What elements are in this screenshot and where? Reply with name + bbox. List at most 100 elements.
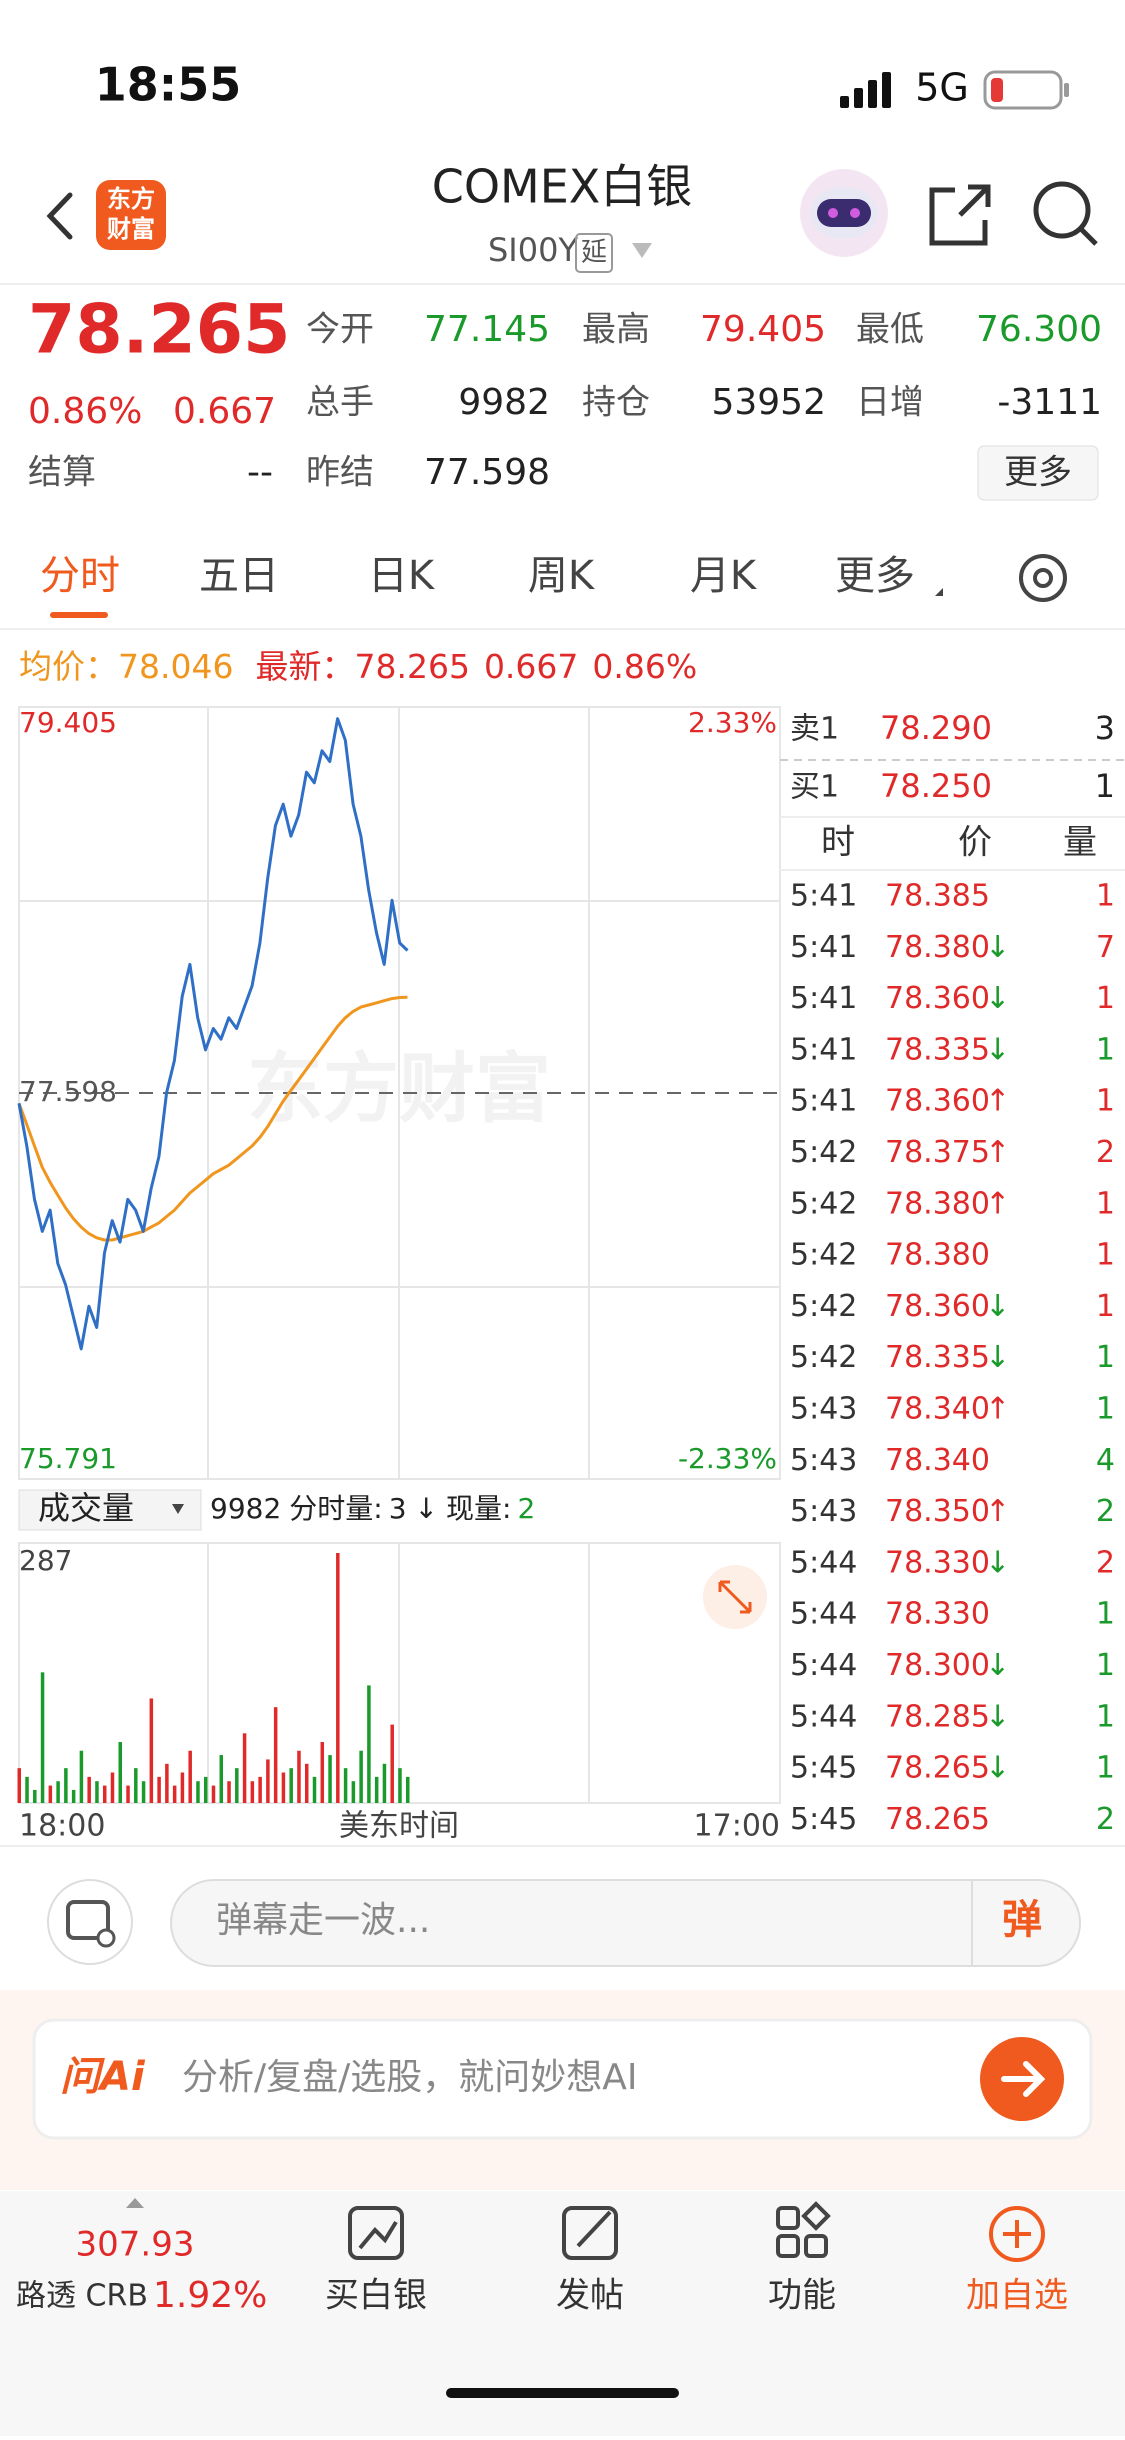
- tab[interactable]: 五日: [199, 553, 279, 599]
- search-button[interactable]: [1033, 181, 1098, 246]
- volume-bar: [95, 1781, 99, 1803]
- index-value[interactable]: 307.93: [76, 2225, 195, 2265]
- info-avg: 78.046: [118, 647, 233, 686]
- delay-tag-box: [575, 233, 613, 273]
- tab[interactable]: 分时: [40, 553, 120, 599]
- volume-bar: [273, 1707, 278, 1803]
- volume-bar: [304, 1763, 309, 1803]
- volume-bar: [203, 1776, 208, 1803]
- volume-selector[interactable]: [18, 1489, 202, 1531]
- volume-selector-label[interactable]: 成交量: [38, 1489, 134, 1527]
- tab-more-caret: [935, 588, 943, 596]
- stat-value: 79.405: [700, 309, 826, 350]
- trade-direction: ↓: [985, 1751, 1010, 1786]
- y-max-label: 79.405: [19, 706, 117, 739]
- stat-label: 今开: [306, 310, 374, 350]
- nav-item[interactable]: 买白银: [325, 2276, 427, 2316]
- tab[interactable]: 日K: [368, 553, 436, 599]
- trade-time: 5:44: [790, 1699, 857, 1734]
- ai-input[interactable]: [32, 2018, 1093, 2140]
- trade-time: 5:43: [790, 1392, 857, 1427]
- danmaku-button[interactable]: 弹: [1002, 1897, 1042, 1943]
- trade-volume: 2: [1096, 1494, 1115, 1529]
- tab[interactable]: 周K: [528, 553, 596, 599]
- volume-bar: [87, 1776, 91, 1803]
- share-button[interactable]: [929, 184, 991, 246]
- volume-bar: [328, 1755, 332, 1803]
- trade-price: 78.265: [885, 1751, 990, 1786]
- tab[interactable]: 更多: [835, 553, 915, 599]
- volume-bar: [351, 1781, 356, 1803]
- volume-bar: [343, 1768, 348, 1803]
- change-pct: 0.86%: [28, 391, 142, 432]
- volume-bar: [64, 1768, 68, 1803]
- comment-list-button[interactable]: [47, 1879, 133, 1965]
- trade-price: 78.340: [885, 1443, 990, 1478]
- nav-item[interactable]: 功能: [768, 2276, 836, 2316]
- info-change-pct: 0.86%: [592, 647, 697, 686]
- trade-time: 5:44: [790, 1648, 857, 1683]
- trade-time: 5:42: [790, 1289, 857, 1324]
- index-change[interactable]: 1.92%: [153, 2275, 267, 2316]
- battery-icon: [983, 70, 1069, 110]
- assistant-icon[interactable]: [800, 169, 888, 257]
- volume-bar: [390, 1724, 394, 1803]
- trade-volume: 4: [1096, 1443, 1115, 1478]
- trade-time: 5:44: [790, 1597, 857, 1632]
- comment-placeholder[interactable]: 弹幕走一波...: [216, 1900, 430, 1941]
- back-button[interactable]: [46, 192, 73, 240]
- trade-direction: ↓: [985, 1648, 1010, 1683]
- nav-item[interactable]: 发帖: [556, 2276, 624, 2316]
- trade-direction: ↓: [985, 1699, 1010, 1734]
- trade-price: 78.380: [885, 1186, 990, 1221]
- trade-volume: 7: [1096, 930, 1115, 965]
- app-logo[interactable]: [96, 180, 166, 250]
- x-axis-label: 美东时间: [339, 1809, 459, 1844]
- comment-input[interactable]: [170, 1879, 1081, 1967]
- ai-logo: 问Ai: [60, 2054, 146, 2100]
- function-icon: [776, 2201, 831, 2258]
- more-button-label[interactable]: 更多: [1004, 453, 1072, 493]
- more-button[interactable]: [977, 445, 1099, 501]
- stat-value: 9982: [458, 382, 550, 423]
- trade-volume: 1: [1096, 1699, 1115, 1734]
- trade-price: 78.285: [885, 1699, 990, 1734]
- network-type: 5G: [915, 66, 969, 110]
- ai-placeholder[interactable]: 分析/复盘/选股，就问妙想AI: [182, 2057, 638, 2098]
- trade-time: 5:43: [790, 1494, 857, 1529]
- trade-price: 78.330: [885, 1597, 990, 1632]
- trade-price: 78.335: [885, 1032, 990, 1067]
- volume-bar: [196, 1781, 200, 1803]
- trade-volume: 1: [1096, 1186, 1115, 1221]
- trade-price: 78.300: [885, 1648, 990, 1683]
- trade-direction: ↑: [985, 1494, 1010, 1529]
- expand-indicator[interactable]: [126, 2198, 144, 2208]
- nav-item[interactable]: 加自选: [966, 2276, 1068, 2316]
- volume-minute: 3: [389, 1492, 407, 1525]
- trade-price: 78.385: [885, 879, 990, 914]
- volume-bar: [406, 1776, 410, 1803]
- trade-time: 5:42: [790, 1238, 857, 1273]
- stat-label: 最高: [582, 310, 650, 350]
- trade-volume: 1: [1096, 1340, 1115, 1375]
- pct-bottom-label: -2.33%: [678, 1442, 777, 1475]
- index-name[interactable]: 路透 CRB: [16, 2279, 148, 2314]
- volume-bar: [258, 1776, 262, 1803]
- volume-bar: [382, 1763, 387, 1803]
- tab-bar: [0, 528, 1125, 628]
- dropdown-arrow[interactable]: [632, 243, 652, 258]
- volume-bar: [40, 1672, 45, 1803]
- trade-time: 5:41: [790, 930, 857, 965]
- trade-time: 5:41: [790, 981, 857, 1016]
- expand-button[interactable]: [703, 1565, 767, 1629]
- volume-selector-caret[interactable]: [172, 1504, 184, 1514]
- quote-level-volume: 1: [1095, 767, 1115, 805]
- trade-price: 78.330: [885, 1545, 990, 1580]
- volume-bar: [398, 1768, 402, 1803]
- settings-button[interactable]: [1019, 554, 1067, 602]
- volume-current-label: 现量:: [446, 1492, 511, 1525]
- info-change: 0.667: [484, 647, 578, 686]
- info-line: 均价：78.046 最新：78.265 0.667 0.86%: [19, 647, 697, 686]
- tab[interactable]: 月K: [690, 553, 758, 599]
